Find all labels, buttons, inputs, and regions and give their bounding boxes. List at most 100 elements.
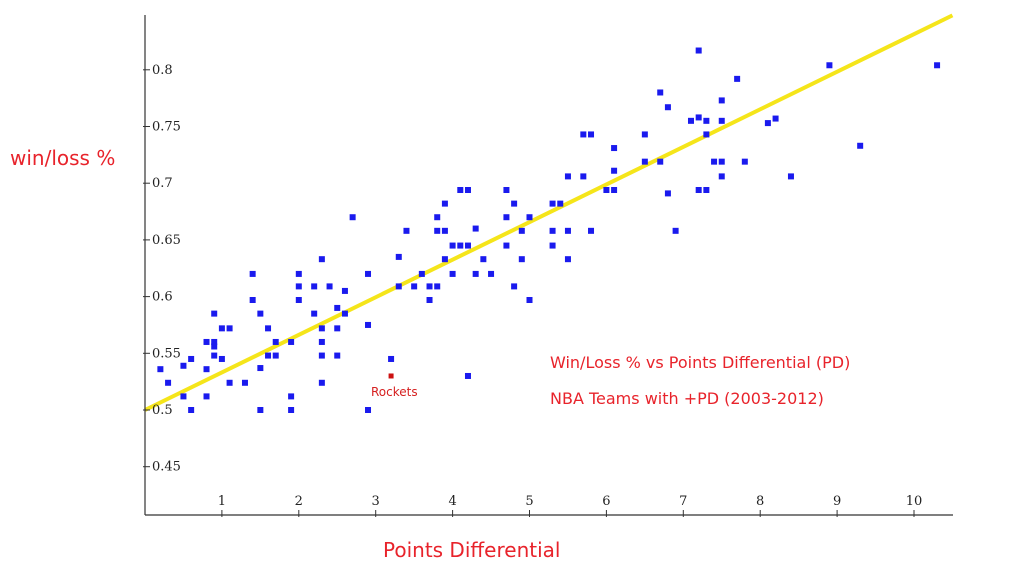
data-point — [464, 242, 471, 249]
data-point — [549, 200, 556, 207]
x-tick-label: 9 — [833, 494, 841, 509]
data-point — [526, 297, 533, 304]
data-point — [434, 214, 441, 221]
data-point — [564, 173, 571, 180]
data-point — [403, 227, 410, 234]
data-point — [772, 115, 779, 122]
data-point — [411, 283, 418, 290]
data-point — [218, 325, 225, 332]
data-point — [211, 338, 218, 345]
data-point — [226, 379, 233, 386]
data-point — [664, 104, 671, 111]
data-point — [395, 283, 402, 290]
data-point — [326, 283, 333, 290]
data-point — [641, 158, 648, 165]
data-point — [703, 117, 710, 124]
x-tick-label: 10 — [906, 494, 923, 509]
data-point — [295, 270, 302, 277]
data-point — [695, 114, 702, 121]
data-point — [703, 187, 710, 194]
data-point — [211, 343, 218, 350]
data-point — [318, 352, 325, 359]
data-point — [734, 75, 741, 82]
data-point — [311, 310, 318, 317]
data-point — [272, 338, 279, 345]
axes-layer: 0.45 0.5 0.55 0.6 0.65 0.7 0.75 0.8 1 2 3 4 5 6 7 8 9 10 — [143, 15, 953, 517]
data-point — [211, 352, 218, 359]
data-point — [434, 227, 441, 234]
data-point — [511, 200, 518, 207]
data-point — [395, 253, 402, 260]
data-point — [511, 283, 518, 290]
y-tick-label: 0.5 — [152, 403, 173, 418]
data-point — [426, 297, 433, 304]
data-point — [826, 62, 833, 69]
data-point — [934, 62, 941, 69]
data-point — [564, 227, 571, 234]
points-layer — [157, 47, 941, 413]
data-point — [741, 158, 748, 165]
data-point — [211, 310, 218, 317]
y-tick-label: 0.8 — [152, 63, 173, 78]
data-point — [218, 355, 225, 362]
data-point — [265, 325, 272, 332]
data-point — [341, 310, 348, 317]
data-point — [365, 270, 372, 277]
data-point — [611, 145, 618, 152]
data-point — [564, 256, 571, 263]
data-point — [349, 214, 356, 221]
data-point — [249, 270, 256, 277]
x-tick-label: 6 — [602, 494, 610, 509]
data-point — [503, 187, 510, 194]
data-point — [318, 256, 325, 263]
data-point — [226, 325, 233, 332]
x-tick-label: 8 — [756, 494, 764, 509]
data-point — [318, 338, 325, 345]
data-point — [580, 131, 587, 138]
data-point — [203, 366, 210, 373]
rockets-data-point — [388, 373, 394, 379]
data-point — [203, 338, 210, 345]
data-point — [526, 214, 533, 221]
data-point — [272, 352, 279, 359]
data-point — [657, 158, 664, 165]
x-tick-label: 3 — [372, 494, 380, 509]
data-point — [288, 338, 295, 345]
data-point — [365, 321, 372, 328]
data-point — [441, 256, 448, 263]
data-point — [249, 297, 256, 304]
chart-title-line-2: NBA Teams with +PD (2003-2012) — [550, 389, 824, 408]
y-axis-label: win/loss % — [10, 146, 115, 170]
data-point — [418, 270, 425, 277]
data-point — [488, 270, 495, 277]
data-point — [857, 142, 864, 149]
data-point — [180, 362, 187, 369]
data-point — [695, 47, 702, 54]
data-point — [518, 256, 525, 263]
data-point — [557, 200, 564, 207]
data-point — [457, 242, 464, 249]
data-point — [449, 242, 456, 249]
y-tick-label: 0.7 — [152, 176, 173, 191]
y-tick-label: 0.55 — [152, 346, 181, 361]
data-point — [472, 225, 479, 232]
data-point — [718, 158, 725, 165]
data-point — [503, 214, 510, 221]
data-point — [426, 283, 433, 290]
x-tick-label: 4 — [448, 494, 456, 509]
data-point — [334, 352, 341, 359]
y-tick-label: 0.65 — [152, 233, 181, 248]
data-point — [288, 393, 295, 400]
data-point — [334, 304, 341, 311]
rockets-annotation: Rockets — [371, 385, 418, 399]
data-point — [611, 167, 618, 174]
data-point — [518, 227, 525, 234]
data-point — [718, 173, 725, 180]
data-point — [265, 352, 272, 359]
data-point — [603, 187, 610, 194]
data-point — [464, 372, 471, 379]
data-point — [549, 227, 556, 234]
data-point — [441, 227, 448, 234]
data-point — [588, 227, 595, 234]
data-point — [318, 325, 325, 332]
